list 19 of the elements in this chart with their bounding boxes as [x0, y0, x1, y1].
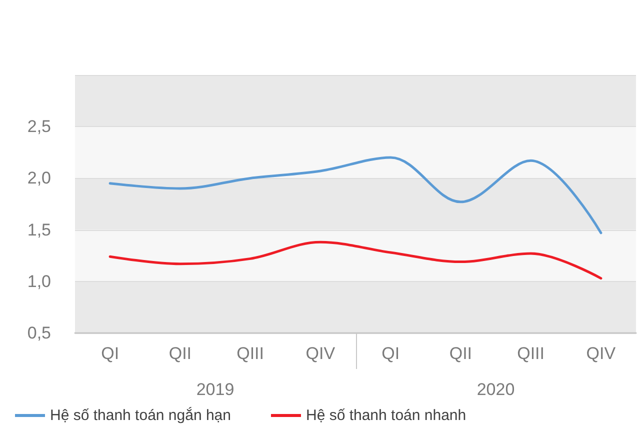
x-tick-label: QIV	[586, 344, 616, 363]
x-tick-label: QII	[168, 344, 192, 363]
line-series	[108, 156, 602, 234]
text: 2020	[476, 380, 515, 399]
y-tick-label: 2,0	[27, 168, 51, 188]
x-tick-label: QII	[449, 344, 472, 363]
legend-label: Hệ số thanh toán nhanh	[306, 407, 466, 424]
text: 2019	[196, 380, 234, 399]
x-tick-label: QIII	[517, 344, 545, 363]
y-tick-label: 0,5	[27, 324, 51, 342]
x-tick-label: QIV	[306, 344, 336, 363]
y-tick-label: 1,0	[27, 272, 51, 291]
y-tick-label: 1,5	[27, 220, 51, 240]
line-series	[108, 240, 602, 280]
x-tick-label: QIII	[236, 344, 264, 363]
x-tick-label: QI	[101, 344, 120, 363]
x-tick-label: QI	[382, 344, 400, 363]
y-tick-label: 2,5	[27, 117, 51, 136]
legend-label: Hệ số thanh toán ngắn hạn	[50, 406, 231, 424]
